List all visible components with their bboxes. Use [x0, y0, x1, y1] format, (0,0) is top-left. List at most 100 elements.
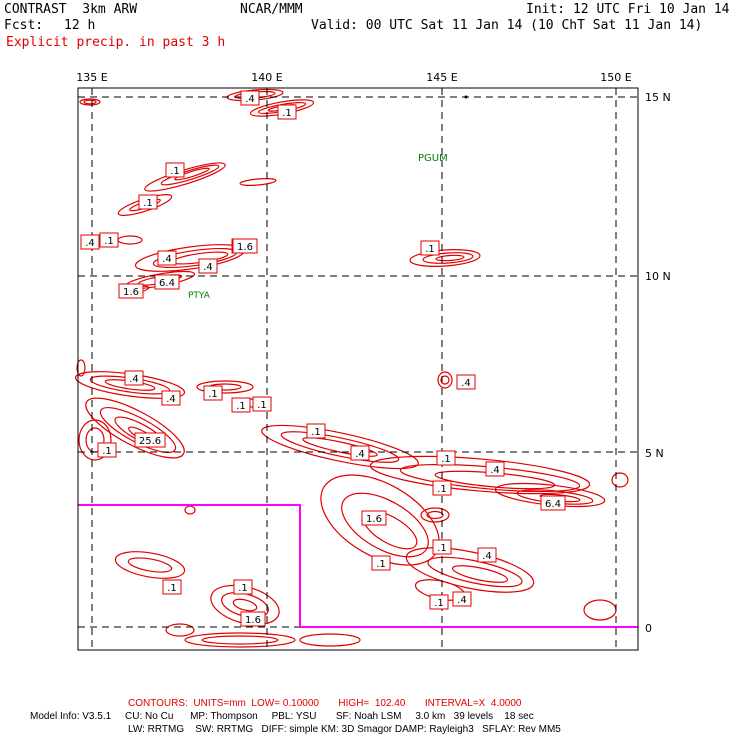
contour [426, 510, 444, 520]
contour [78, 419, 112, 461]
model-info-line1: Model Info: V3.5.1 CU: No Cu MP: Thompso… [30, 711, 534, 722]
contour [427, 556, 523, 588]
contour-label: .1 [420, 240, 440, 256]
precip-contours [74, 88, 629, 648]
lat-label-5n: 5 N [645, 447, 664, 460]
institution: NCAR/MMM [240, 2, 303, 17]
contour-label: .4 [350, 445, 370, 461]
contour-label: 6.4 [540, 495, 566, 511]
contour [435, 254, 465, 262]
contour [160, 164, 220, 186]
contour [184, 632, 296, 648]
contour-label: 1.6 [240, 611, 266, 627]
lat-label-0: 0 [645, 622, 652, 635]
fcst-value: 12 h [64, 18, 96, 33]
contour [99, 407, 177, 453]
contour-label: .4 [80, 234, 100, 250]
contour [341, 492, 429, 558]
svg-text:.1: .1 [282, 108, 292, 119]
contour-label: .1 [97, 442, 117, 458]
contour [405, 547, 535, 593]
contour [261, 424, 419, 470]
svg-text:.4: .4 [482, 551, 492, 562]
valid-time: Valid: 00 UTC Sat 11 Jan 14 (10 ChT Sat … [311, 18, 703, 33]
contour-labels: .4 .1 .1 .1 .1 .4 .1 .4 1.6 .4 1.6 6.4 1.6 .4 .4 .1 .1 .1… [80, 90, 566, 627]
contour [440, 375, 450, 385]
svg-text:1.6: 1.6 [237, 242, 253, 253]
contour-label: 25.6 [134, 432, 166, 448]
contour [232, 598, 258, 612]
contour [409, 249, 481, 267]
svg-text:.4: .4 [457, 595, 467, 606]
svg-text:.1: .1 [238, 583, 248, 594]
contour [420, 507, 450, 523]
svg-text:.1: .1 [208, 389, 218, 400]
contour [127, 557, 173, 573]
svg-text:.4: .4 [355, 449, 365, 460]
lon-label-135e: 135 E [76, 71, 107, 84]
svg-text:25.6: 25.6 [139, 436, 161, 447]
contour [85, 397, 185, 459]
model-name: CONTRAST 3km ARW [4, 2, 138, 17]
svg-text:.4: .4 [85, 238, 95, 249]
contour-label: .4 [161, 390, 181, 406]
contour-label: .4 [240, 90, 260, 106]
contour-label: .4 [452, 591, 472, 607]
station-label-pgum: PGUM [418, 153, 448, 164]
inner-domain-boundary [78, 504, 638, 628]
svg-text:.1: .1 [437, 484, 447, 495]
station-label-ptya: PTYA [188, 291, 211, 301]
svg-text:.1: .1 [437, 543, 447, 554]
contour [302, 437, 378, 457]
contour-label: .1 [306, 423, 326, 439]
svg-text:1.6: 1.6 [366, 514, 382, 525]
contour-label: 1.6 [232, 238, 258, 254]
model-info-line2: LW: RRTMG SW: RRTMG DIFF: simple KM: 3D … [128, 724, 561, 735]
contour-label: .1 [436, 450, 456, 466]
contour-label: 1.6 [118, 283, 144, 299]
contour [451, 565, 509, 583]
fcst-label: Fcst: [4, 18, 44, 33]
contour [611, 472, 629, 488]
contour [196, 380, 254, 394]
contour-label: .1 [432, 539, 452, 555]
station-dot [464, 95, 468, 99]
contour [165, 623, 195, 637]
contour [280, 431, 400, 463]
map-frame [77, 87, 639, 651]
svg-text:.1: .1 [311, 427, 321, 438]
svg-text:.4: .4 [490, 465, 500, 476]
contour [422, 252, 474, 264]
contour-label: .1 [231, 397, 251, 413]
contour [144, 162, 226, 192]
svg-text:.1: .1 [376, 559, 386, 570]
svg-text:.1: .1 [104, 236, 114, 247]
contour-label: .1 [371, 555, 391, 571]
svg-text:6.4: 6.4 [545, 499, 561, 510]
contour-label: .1 [162, 579, 182, 595]
svg-text:.1: .1 [434, 598, 444, 609]
contour-label: .1 [99, 232, 119, 248]
contour [583, 599, 617, 621]
svg-text:.4: .4 [129, 374, 139, 385]
svg-text:.1: .1 [167, 583, 177, 594]
svg-text:.1: .1 [257, 400, 267, 411]
contour-label: 1.6 [361, 510, 387, 526]
contour [114, 551, 186, 579]
contour-label: .4 [198, 258, 218, 274]
contour-label: .4 [157, 250, 177, 266]
contour-label: 6.4 [154, 274, 180, 290]
svg-text:6.4: 6.4 [159, 278, 175, 289]
svg-text:.4: .4 [461, 378, 471, 389]
contour-label: .1 [233, 579, 253, 595]
contour-label: .1 [429, 594, 449, 610]
svg-text:.4: .4 [245, 94, 255, 105]
lat-label-15n: 15 N [645, 91, 671, 104]
lon-label-150e: 150 E [600, 71, 631, 84]
contour [117, 235, 143, 245]
svg-text:1.6: 1.6 [123, 287, 139, 298]
contour-label: .1 [432, 480, 452, 496]
svg-text:.4: .4 [203, 262, 213, 273]
contour [174, 167, 210, 181]
